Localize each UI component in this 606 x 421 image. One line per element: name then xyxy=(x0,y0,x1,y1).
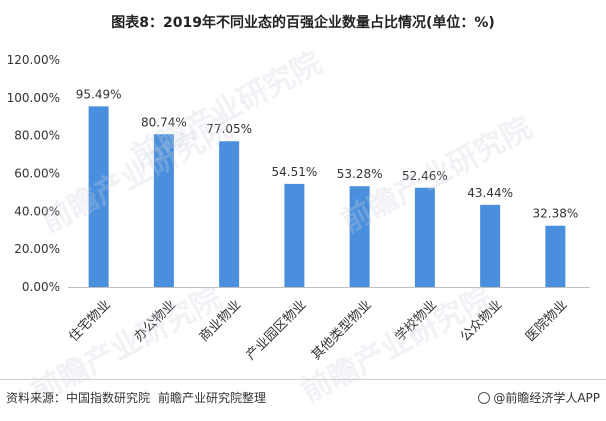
chart-title: 图表8：2019年不同业态的百强企业数量占比情况(单位：%) xyxy=(111,15,495,31)
footer-divider xyxy=(0,379,606,380)
bar xyxy=(349,186,370,287)
bar-value-label: 80.74% xyxy=(141,115,187,129)
brand-credit: @前瞻经济学人APP xyxy=(478,389,600,406)
x-tick-label: 公众物业 xyxy=(458,297,505,344)
bar-value-label: 32.38% xyxy=(532,207,578,221)
brand-logo-icon xyxy=(478,392,491,404)
y-tick-label: 20.00% xyxy=(14,242,60,256)
source-org: 前瞻产业研究院整理 xyxy=(158,391,267,405)
value-labels: 95.49% 80.74% 77.05% 54.51% 53.28% 52.46% 43.4… xyxy=(76,87,579,220)
bars xyxy=(88,106,566,288)
x-tick-label: 产业园区物业 xyxy=(244,297,310,363)
x-tick-label: 办公物业 xyxy=(132,297,179,344)
y-tick-label: 40.00% xyxy=(14,204,60,218)
bar xyxy=(88,106,109,288)
source-note: 资料来源：中国指数研究院 前瞻产业研究院整理 xyxy=(6,389,266,406)
x-tick-label: 住宅物业 xyxy=(66,297,113,344)
bar xyxy=(219,141,240,287)
x-tick-label: 医院物业 xyxy=(523,297,570,344)
bar-value-label: 77.05% xyxy=(206,122,252,136)
bar-value-label: 52.46% xyxy=(402,169,448,183)
bar-value-label: 43.44% xyxy=(467,186,513,200)
x-tick-label: 商业物业 xyxy=(197,297,244,344)
bar xyxy=(545,225,566,287)
source-label: 资料来源：中国指数研究院 xyxy=(6,391,151,405)
brand-text: @前瞻经济学人APP xyxy=(493,391,600,405)
bar xyxy=(284,183,305,287)
x-tick-label: 学校物业 xyxy=(392,297,440,345)
bar xyxy=(414,187,435,287)
y-tick-label: 80.00% xyxy=(14,129,60,143)
bar-value-label: 95.49% xyxy=(76,87,122,101)
y-axis: 0.00% 20.00% 40.00% 60.00% 80.00% 100.00% 120.… xyxy=(7,53,60,294)
bar xyxy=(480,204,501,287)
y-tick-label: 120.00% xyxy=(7,53,60,67)
y-tick-label: 100.00% xyxy=(7,91,60,105)
x-axis-labels: 住宅物业 办公物业 商业物业 产业园区物业 其他类型物业 学校物业 公众物业 医院物业 xyxy=(66,297,570,363)
y-tick-label: 60.00% xyxy=(14,167,60,181)
bar-value-label: 53.28% xyxy=(337,167,383,181)
x-tick-label: 其他类型物业 xyxy=(309,297,375,363)
y-tick-label: 0.00% xyxy=(22,280,60,294)
bar xyxy=(153,134,174,287)
bar-value-label: 54.51% xyxy=(271,165,317,179)
